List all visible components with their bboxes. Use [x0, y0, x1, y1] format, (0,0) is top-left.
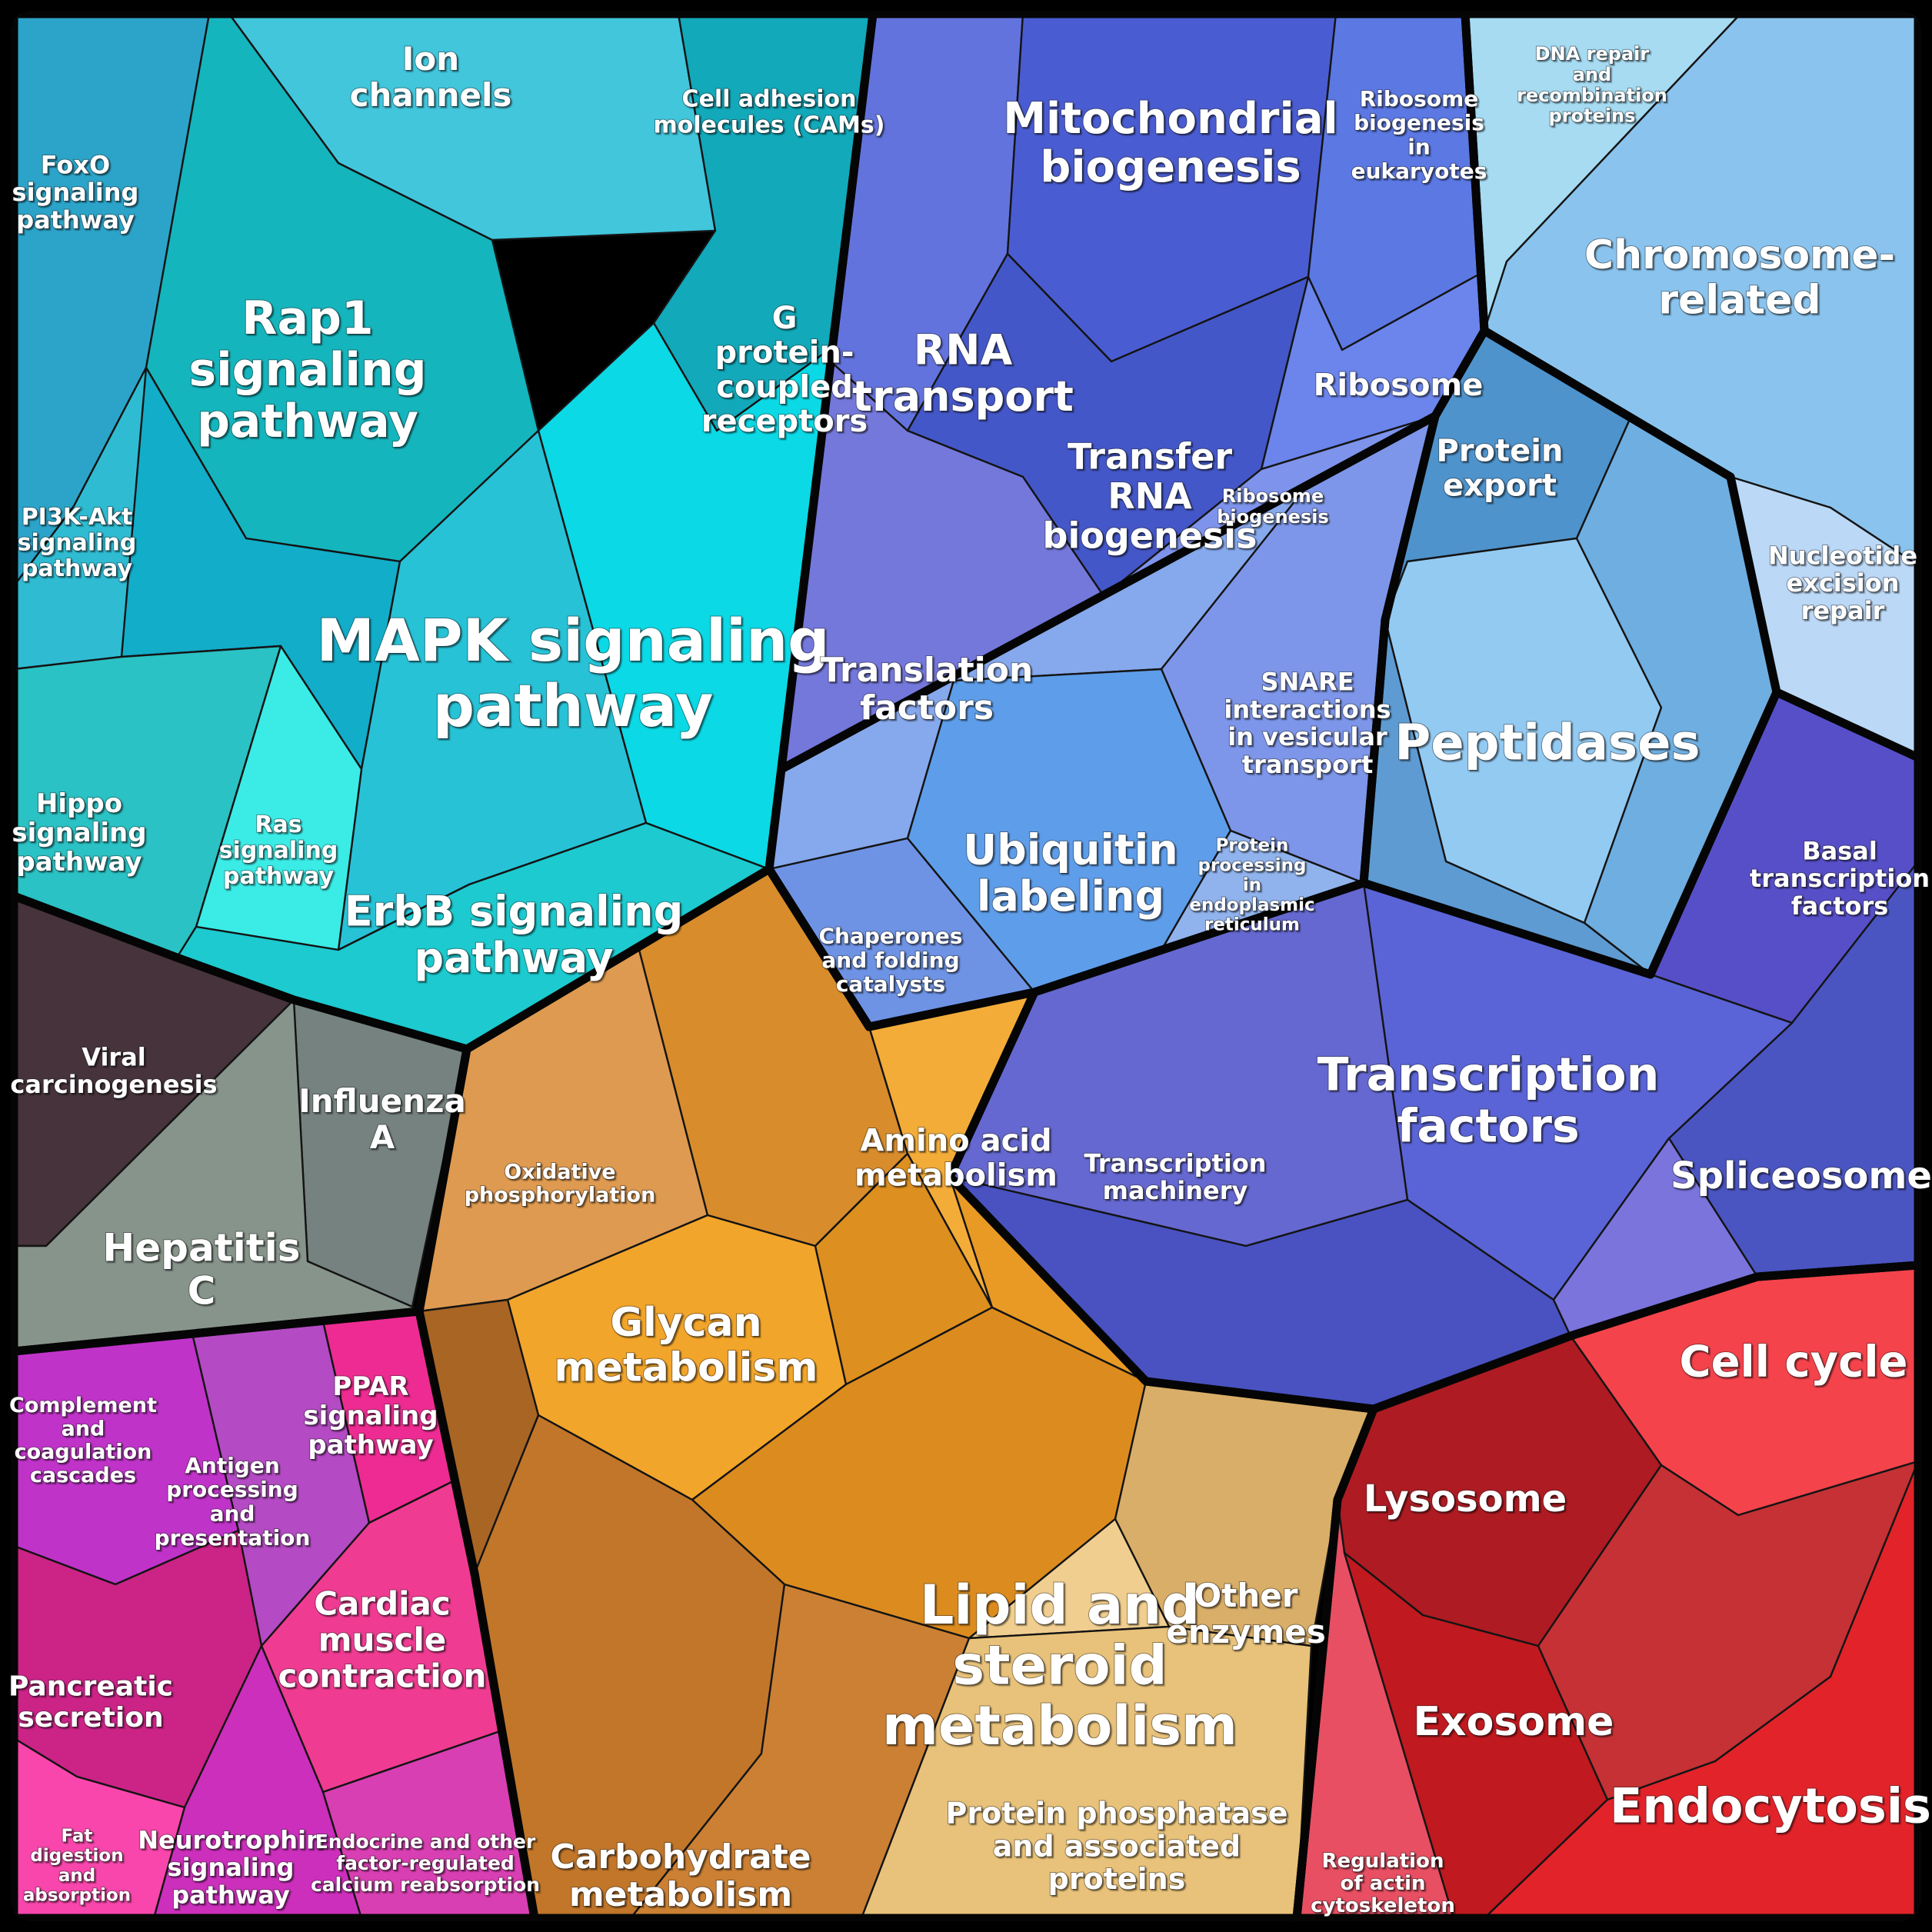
- label-oxidative: Oxidative phosphorylation: [465, 1160, 656, 1207]
- label-ppar: PPAR signaling pathway: [303, 1371, 438, 1461]
- label-ras: Ras signaling pathway: [219, 811, 338, 890]
- label-mapk-signaling: MAPK signaling pathway: [316, 606, 829, 740]
- label-regulation: Regulation of actin cytoskeleton: [1311, 1850, 1455, 1917]
- label-mitochondrial: Mitochondrial biogenesis: [1003, 94, 1337, 192]
- label-influenza: Influenza A: [298, 1082, 466, 1156]
- label-other: Other enzymes: [1166, 1577, 1325, 1651]
- label-dna-repair: DNA repair and recombination proteins: [1517, 43, 1667, 127]
- group-outlines-layer: [11, 11, 1921, 1921]
- label-ion: Ion channels: [350, 40, 512, 114]
- label-snare: SNARE interactions in vesicular transport: [1224, 667, 1391, 779]
- label-ribosome: Ribosome: [1314, 368, 1484, 403]
- label-basal: Basal transcription factors: [1750, 836, 1930, 921]
- label-antigen: Antigen processing and presentation: [155, 1453, 311, 1551]
- label-exosome: Exosome: [1414, 1699, 1614, 1745]
- label-carbohydrate: Carbohydrate metabolism: [550, 1837, 811, 1914]
- label-rap1: Rap1 signaling pathway: [188, 291, 426, 448]
- label-protein: Protein export: [1437, 434, 1564, 504]
- label-transcription: Transcription factors: [1317, 1048, 1660, 1153]
- label-lysosome: Lysosome: [1364, 1477, 1567, 1521]
- label-cardiac: Cardiac muscle contraction: [278, 1585, 487, 1695]
- label-fat: Fat digestion and absorption: [23, 1826, 131, 1905]
- label-transfer: Transfer RNA biogenesis: [1043, 436, 1257, 557]
- label-ubiquitin: Ubiquitin labeling: [963, 826, 1178, 921]
- group-outline-cellular-processes: [1292, 1261, 1921, 1921]
- label-amino-acid: Amino acid metabolism: [854, 1124, 1058, 1194]
- label-nucleotide: Nucleotide excision repair: [1768, 541, 1917, 625]
- label-spliceosome: Spliceosome: [1671, 1154, 1932, 1198]
- cells-layer: [12, 12, 1920, 1920]
- group-outline-metabolism: [415, 864, 1378, 1921]
- cell-carbohydrate-3[interactable]: [629, 1583, 971, 1920]
- label-endocrine-and-other: Endocrine and other factor-regulated calci…: [311, 1830, 540, 1896]
- label-hippo: Hippo signaling pathway: [12, 788, 146, 878]
- label-endocytosis: Endocytosis: [1610, 1778, 1931, 1834]
- label-cell-cycle: Cell cycle: [1679, 1337, 1907, 1387]
- label-pi3k-akt: PI3K-Akt signaling pathway: [18, 504, 137, 582]
- label-protein: Protein processing in endoplasmic reticulum: [1189, 836, 1314, 935]
- label-ribosome: Ribosome biogenesis in eukaryotes: [1351, 86, 1487, 184]
- label-glycan: Glycan metabolism: [554, 1300, 818, 1391]
- label-translation: Translation factors: [821, 651, 1034, 728]
- label-ribosome: Ribosome biogenesis: [1217, 485, 1329, 528]
- labels-layer: FoxO signaling pathway Rap1 signaling pathway…: [8, 39, 1932, 1918]
- label-chaperones: Chaperones and folding catalysts: [818, 923, 962, 997]
- label-complement: Complement and coagulation cascades: [9, 1394, 157, 1487]
- label-erbb-signaling: ErbB signaling pathway: [345, 888, 683, 982]
- label-neurotrophin: Neurotrophin signaling pathway: [138, 1825, 324, 1910]
- label-lipid-and: Lipid and steroid metabolism: [882, 1574, 1237, 1757]
- label-viral: Viral carcinogenesis: [10, 1042, 217, 1099]
- label-rna: RNA transport: [852, 326, 1074, 421]
- label-hepatitis: Hepatitis C: [102, 1226, 300, 1314]
- label-chromosome: Chromosome-related: [1584, 232, 1895, 323]
- label-pancreatic: Pancreatic secretion: [8, 1671, 173, 1733]
- label-transcription: Transcription machinery: [1084, 1148, 1266, 1205]
- label-protein-phosphatase: Protein phosphatase and associated protein…: [945, 1797, 1287, 1896]
- label-foxo: FoxO signaling pathway: [12, 150, 139, 235]
- label-peptidases: Peptidases: [1394, 715, 1700, 771]
- label-cell-adhesion: Cell adhesion molecules (CAMs): [654, 86, 885, 139]
